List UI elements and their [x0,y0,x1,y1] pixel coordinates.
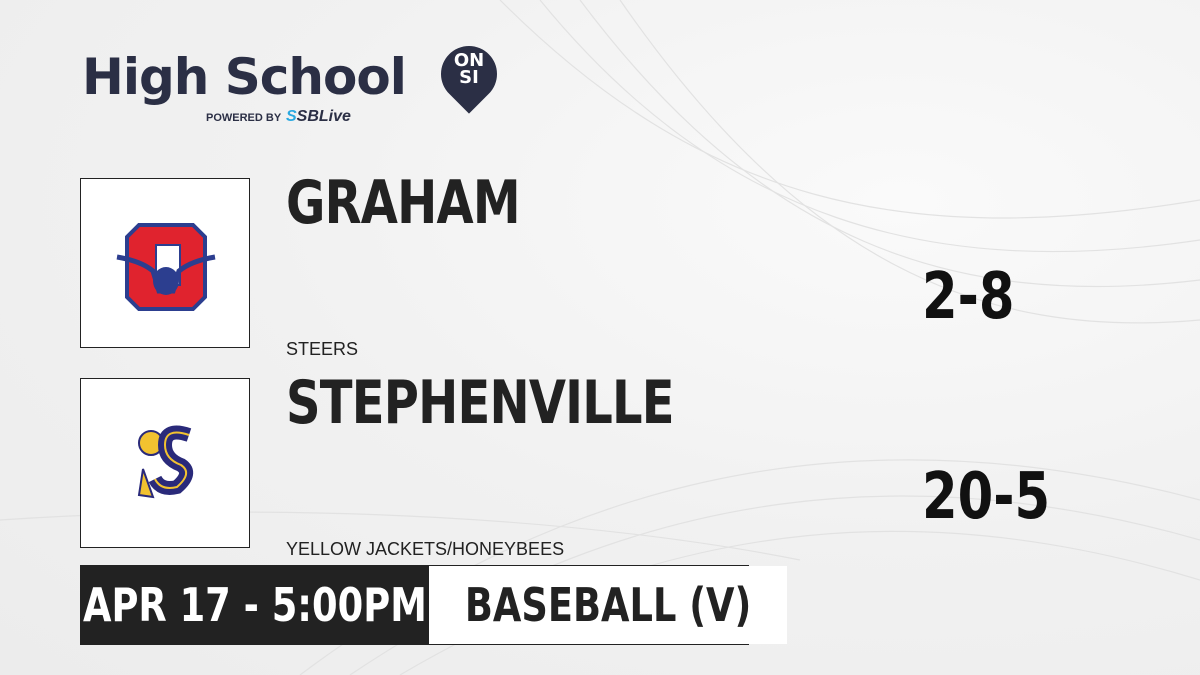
on-si-badge: ON SI [453,50,485,88]
away-team-name: STEPHENVILLE [286,368,675,438]
home-mascot: STEERS [286,339,359,359]
away-record: 20-5 [922,460,1051,534]
home-logo [80,178,250,348]
game-sport: BASEBALL (V) [429,566,788,644]
game-info-bar: APR 17 - 5:00PM BASEBALL (V) [80,565,788,645]
stephenville-jacket-logo-icon [137,425,194,499]
sblive-logo: SSBLive [286,108,351,125]
away-mascot: YELLOW JACKETS/HONEYBEES [286,539,565,559]
away-logo [80,378,250,548]
game-datetime: APR 17 - 5:00PM [81,566,429,644]
powered-by: POWERED BY [206,112,282,124]
home-record: 2-8 [922,260,1015,334]
home-team-name: GRAHAM [286,168,521,238]
brand-title: High School [82,48,407,106]
graham-g-logo-icon [116,223,216,311]
